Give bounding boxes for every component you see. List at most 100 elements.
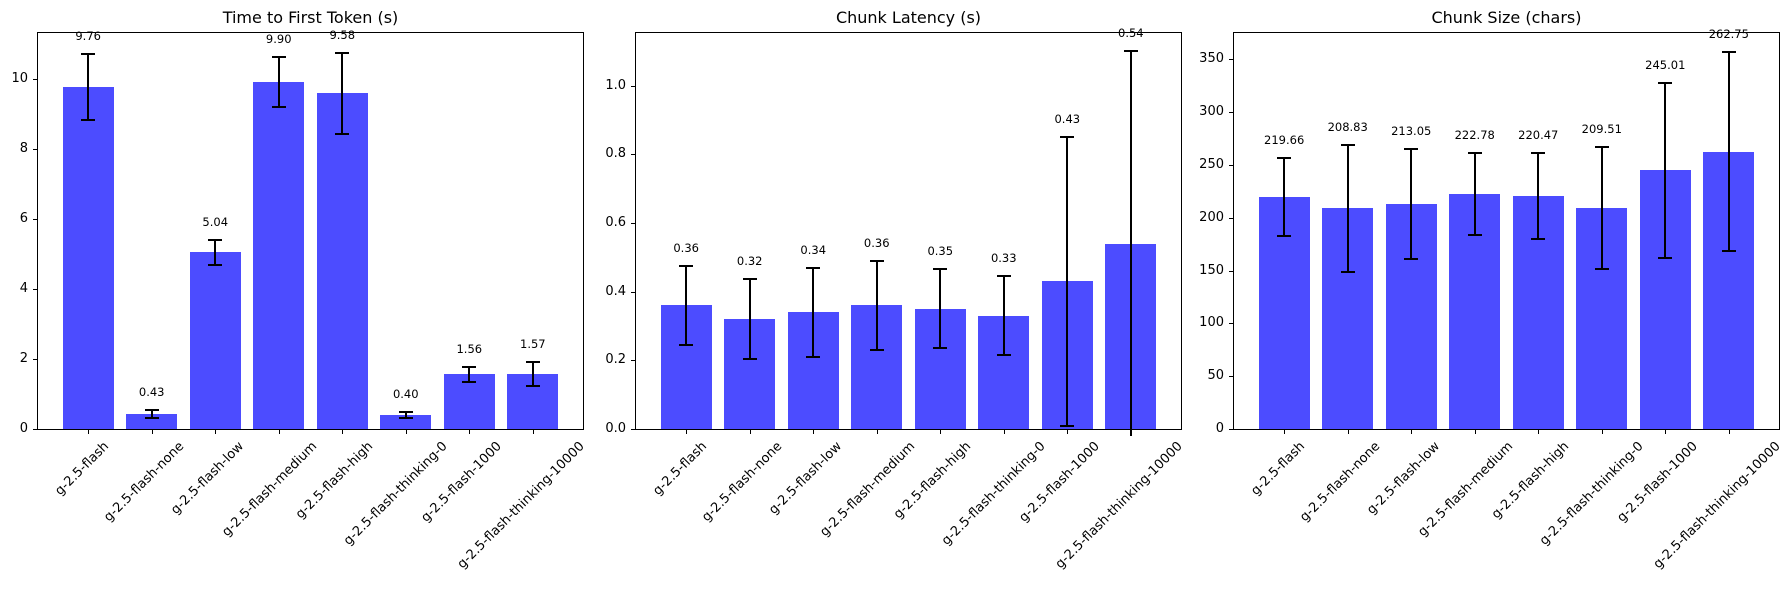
error-cap-bottom (271, 106, 286, 109)
error-cap-top (271, 55, 286, 58)
y-tick-label: 4 (19, 280, 28, 296)
y-tick-mark (1229, 323, 1234, 325)
value-label: 220.47 (1518, 127, 1559, 142)
x-tick (1474, 429, 1476, 434)
error-cap-bottom (806, 355, 821, 358)
y-tick-label: 0.6 (605, 214, 626, 230)
y-tick-mark (1229, 112, 1234, 114)
error-cap-bottom (1060, 424, 1075, 427)
plot-area: 0 50 100 150 200 250 300 350 219.66 g-2.5-flash 20… (1199, 27, 1783, 572)
error-bar (1473, 152, 1476, 235)
value-label: 219.66 (1264, 132, 1305, 147)
error-bar (1537, 152, 1540, 240)
x-tick (532, 429, 534, 434)
error-cap-bottom (208, 264, 223, 266)
bar-g-2.5-flash-thinking-0[interactable] (380, 414, 432, 429)
x-tick (151, 429, 153, 434)
error-bar (748, 278, 751, 360)
value-label: 208.83 (1327, 120, 1368, 135)
bar-g-2.5-flash-1000[interactable] (443, 374, 495, 429)
y-tick-label: 6 (19, 210, 28, 226)
error-bar (341, 52, 344, 134)
error-cap-bottom (742, 358, 757, 361)
value-label: 0.43 (1054, 112, 1081, 127)
error-bar (277, 56, 280, 108)
error-bar (1346, 145, 1349, 272)
x-tick (1130, 429, 1132, 434)
error-bar (214, 239, 217, 265)
error-cap-top (1467, 151, 1482, 154)
y-tick-mark (1229, 376, 1234, 378)
bar-g-2.5-flash-high[interactable] (316, 93, 368, 429)
error-bar (1600, 146, 1603, 270)
error-cap-bottom (1594, 268, 1609, 271)
y-tick-label: 50 (1207, 368, 1224, 384)
error-bar (1410, 149, 1413, 259)
x-tick (1347, 429, 1349, 434)
value-label: 209.51 (1581, 121, 1622, 136)
value-label: 0.40 (392, 387, 419, 402)
x-tick (686, 429, 688, 434)
x-tick (1538, 429, 1540, 434)
y-tick-label: 250 (1199, 157, 1224, 172)
y-tick-mark (631, 429, 636, 430)
y-tick-mark (1229, 270, 1234, 272)
error-cap-top (1060, 136, 1075, 139)
value-label: 0.33 (990, 251, 1017, 266)
value-label: 0.35 (927, 244, 954, 259)
value-label: 1.57 (520, 337, 546, 352)
error-cap-bottom (144, 416, 159, 419)
x-tick (405, 429, 407, 434)
y-tick-mark (33, 218, 38, 220)
error-bar (812, 267, 815, 357)
y-tick-mark (33, 288, 38, 290)
value-label: 222.78 (1454, 127, 1495, 142)
error-bar (1129, 51, 1132, 436)
bar-g-2.5-flash-none[interactable] (126, 413, 178, 429)
y-tick-mark (33, 358, 38, 360)
y-tick-label: 100 (1199, 315, 1224, 331)
error-bar (468, 367, 471, 382)
y-tick-mark (631, 154, 636, 156)
value-label: 213.05 (1391, 124, 1432, 139)
y-tick-label: 0.0 (605, 421, 626, 436)
error-bar (685, 265, 688, 345)
bars-clip (38, 33, 583, 429)
y-tick-label: 350 (1199, 51, 1224, 67)
value-label: 9.58 (329, 27, 356, 42)
error-cap-bottom (996, 354, 1011, 357)
y-tick-mark (1229, 59, 1234, 61)
y-tick-label: 8 (19, 140, 28, 156)
error-cap-bottom (1721, 249, 1736, 252)
plot-area: 0 2 4 6 8 10 9.76 g-2.5-flash 0.43 g-2.5-flash-no… (11, 28, 587, 572)
error-cap-top (679, 264, 694, 267)
error-bar (1664, 82, 1667, 258)
x-tick (1601, 429, 1603, 434)
chart-title: Chunk Size (chars) (1431, 8, 1582, 27)
y-tick-label: 2 (19, 350, 28, 366)
x-tick (215, 429, 217, 434)
error-cap-top (1404, 148, 1419, 151)
y-tick-label: 0 (1215, 421, 1224, 436)
y-tick-label: 1.0 (605, 77, 626, 93)
value-label: 0.36 (673, 240, 699, 255)
error-cap-bottom (398, 416, 413, 419)
bar-g-2.5-flash-medium[interactable] (253, 82, 305, 429)
error-cap-bottom (679, 343, 694, 346)
error-cap-top (144, 409, 159, 412)
x-tick (1728, 429, 1730, 434)
x-tick (1284, 429, 1286, 434)
chart-title: Chunk Latency (s) (835, 8, 982, 27)
bar-g-2.5-flash-low[interactable] (189, 252, 241, 429)
error-cap-top (933, 268, 948, 271)
bar-g-2.5-flash[interactable] (62, 86, 114, 429)
error-cap-bottom (1467, 233, 1482, 236)
error-cap-bottom (933, 347, 948, 350)
x-tick (88, 429, 90, 434)
error-bar (1066, 137, 1069, 426)
error-cap-top (1721, 51, 1736, 54)
y-tick-label: 0.2 (605, 352, 626, 368)
